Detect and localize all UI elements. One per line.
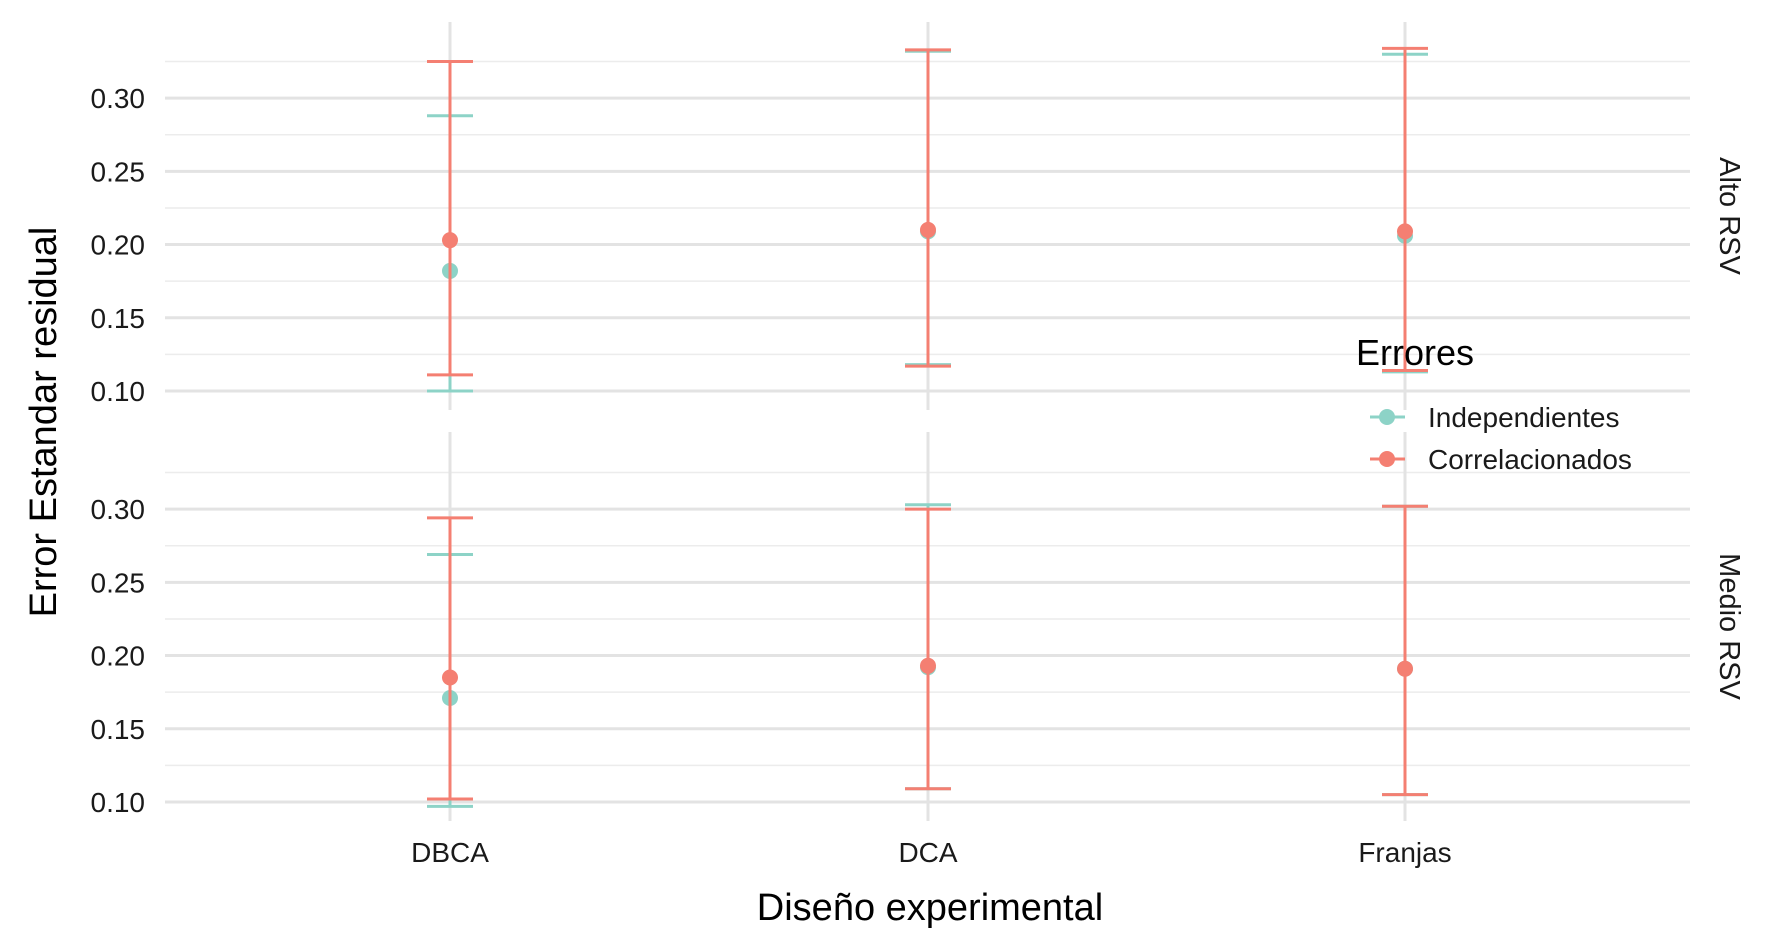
y-tick-label: 0.15 <box>91 714 146 745</box>
legend-key-point <box>1379 409 1395 425</box>
chart-marks <box>427 46 1428 808</box>
y-tick-label: 0.10 <box>91 787 146 818</box>
legend: Errores Independientes Correlacionados <box>1356 332 1632 475</box>
data-point <box>920 221 936 238</box>
facet-panel: 0.10 0.15 0.20 0.25 0.30 Alto RSV <box>91 22 1745 410</box>
y-tick-label: 0.30 <box>91 83 146 114</box>
legend-title: Errores <box>1356 332 1474 373</box>
x-tick-label: DBCA <box>411 837 489 868</box>
y-axis-title: Error Estandar residual <box>23 227 65 618</box>
legend-label: Independientes <box>1428 402 1620 433</box>
x-axis-title: Diseño experimental <box>757 887 1103 929</box>
legend-key-point <box>1379 451 1395 467</box>
error-bar <box>427 60 473 377</box>
data-point <box>442 669 458 686</box>
y-tick-label: 0.25 <box>91 156 146 187</box>
y-tick-label: 0.25 <box>91 567 146 598</box>
legend-item: Correlacionados <box>1370 444 1632 475</box>
error-bar <box>905 507 951 791</box>
error-bar <box>1382 504 1428 797</box>
error-bar <box>1382 46 1428 372</box>
data-point <box>442 232 458 249</box>
facet-strip-label: Medio RSV <box>1713 553 1745 700</box>
facet-panel: 0.10 0.15 0.20 0.25 0.30 Medio RSV <box>91 432 1745 821</box>
data-point <box>1397 223 1413 240</box>
x-tick-label: DCA <box>898 837 957 868</box>
legend-label: Correlacionados <box>1428 444 1632 475</box>
y-tick-label: 0.15 <box>91 303 146 334</box>
y-tick-label: 0.10 <box>91 376 146 407</box>
y-tick-label: 0.20 <box>91 230 146 261</box>
data-point <box>920 657 936 674</box>
error-bar <box>427 516 473 801</box>
legend-items: Independientes Correlacionados <box>1370 402 1632 475</box>
y-tick-label: 0.30 <box>91 494 146 525</box>
data-point <box>1397 660 1413 677</box>
legend-item: Independientes <box>1370 402 1620 433</box>
x-tick-label: Franjas <box>1358 837 1451 868</box>
error-bar <box>905 48 951 368</box>
facet-strip-label: Alto RSV <box>1713 157 1745 275</box>
y-tick-label: 0.20 <box>91 641 146 672</box>
